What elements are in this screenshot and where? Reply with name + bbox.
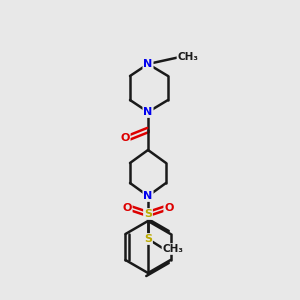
Text: CH₃: CH₃	[178, 52, 199, 62]
Text: CH₃: CH₃	[163, 244, 184, 254]
Text: S: S	[144, 209, 152, 219]
Text: O: O	[164, 203, 174, 213]
Text: N: N	[143, 59, 153, 69]
Text: O: O	[120, 133, 130, 143]
Text: N: N	[143, 191, 153, 201]
Text: N: N	[143, 107, 153, 117]
Text: S: S	[144, 234, 152, 244]
Text: O: O	[122, 203, 132, 213]
